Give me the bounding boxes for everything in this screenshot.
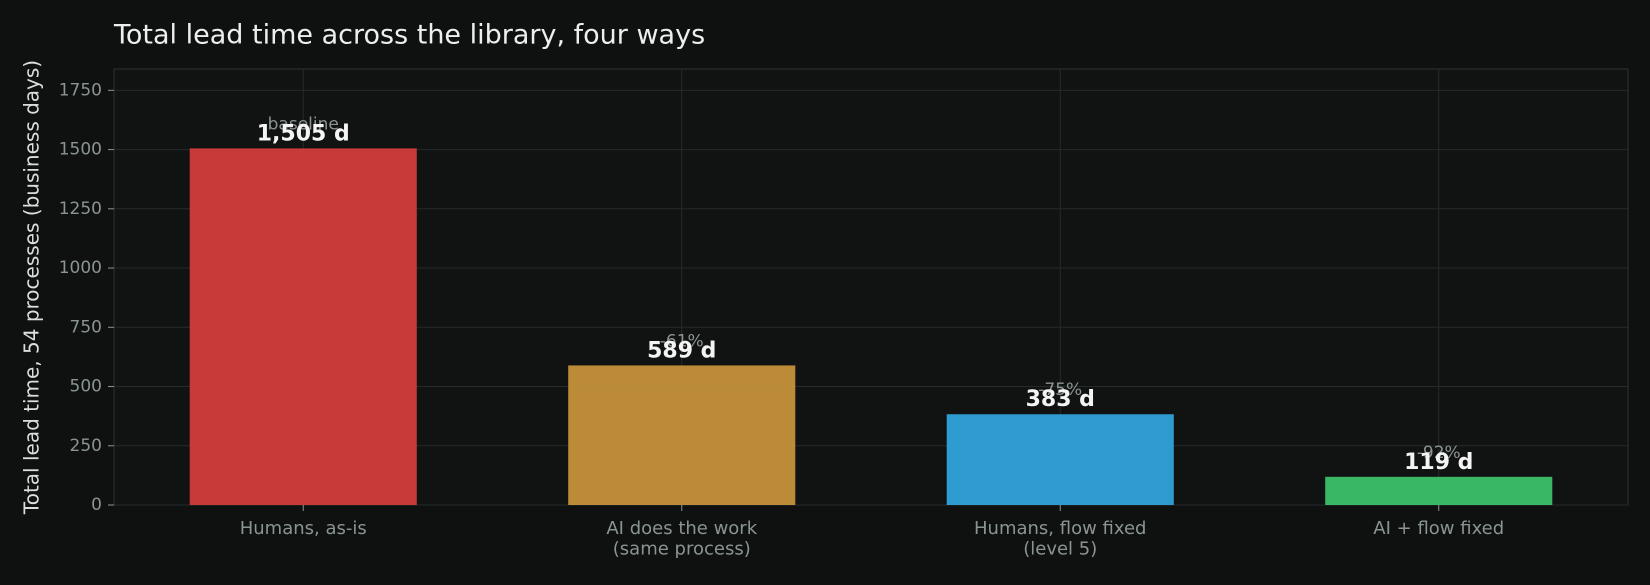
bar-annotation: -92%	[1417, 443, 1461, 463]
y-tick-label: 1500	[59, 140, 102, 160]
bar	[568, 365, 796, 505]
chart-title: Total lead time across the library, four…	[113, 20, 705, 51]
y-tick-label: 750	[70, 317, 102, 337]
bar-annotation: -61%	[660, 331, 704, 351]
bar-annotation: -75%	[1038, 380, 1082, 400]
y-tick-label: 0	[91, 495, 102, 515]
x-tick-label: Humans, flow fixed (level 5)	[974, 518, 1146, 560]
bar	[1325, 476, 1553, 505]
value-label: 589 d	[647, 338, 716, 363]
x-tick-label: Humans, as-is	[240, 518, 367, 539]
value-label: 1,505 d	[257, 121, 350, 146]
x-tick-label: AI + flow fixed	[1373, 518, 1504, 539]
x-tick-label: AI does the work (same process)	[606, 518, 757, 560]
y-tick-label: 250	[70, 436, 102, 456]
bar-annotation: baseline	[268, 114, 339, 134]
y-tick-label: 1750	[59, 80, 102, 100]
bar	[189, 148, 417, 505]
bar	[946, 414, 1174, 505]
y-axis-label: Total lead time, 54 processes (business …	[20, 60, 44, 515]
y-tick-label: 500	[70, 377, 102, 397]
value-label: 119 d	[1404, 450, 1473, 475]
value-label: 383 d	[1026, 387, 1095, 412]
y-tick-label: 1250	[59, 199, 102, 219]
y-tick-label: 1000	[59, 258, 102, 278]
